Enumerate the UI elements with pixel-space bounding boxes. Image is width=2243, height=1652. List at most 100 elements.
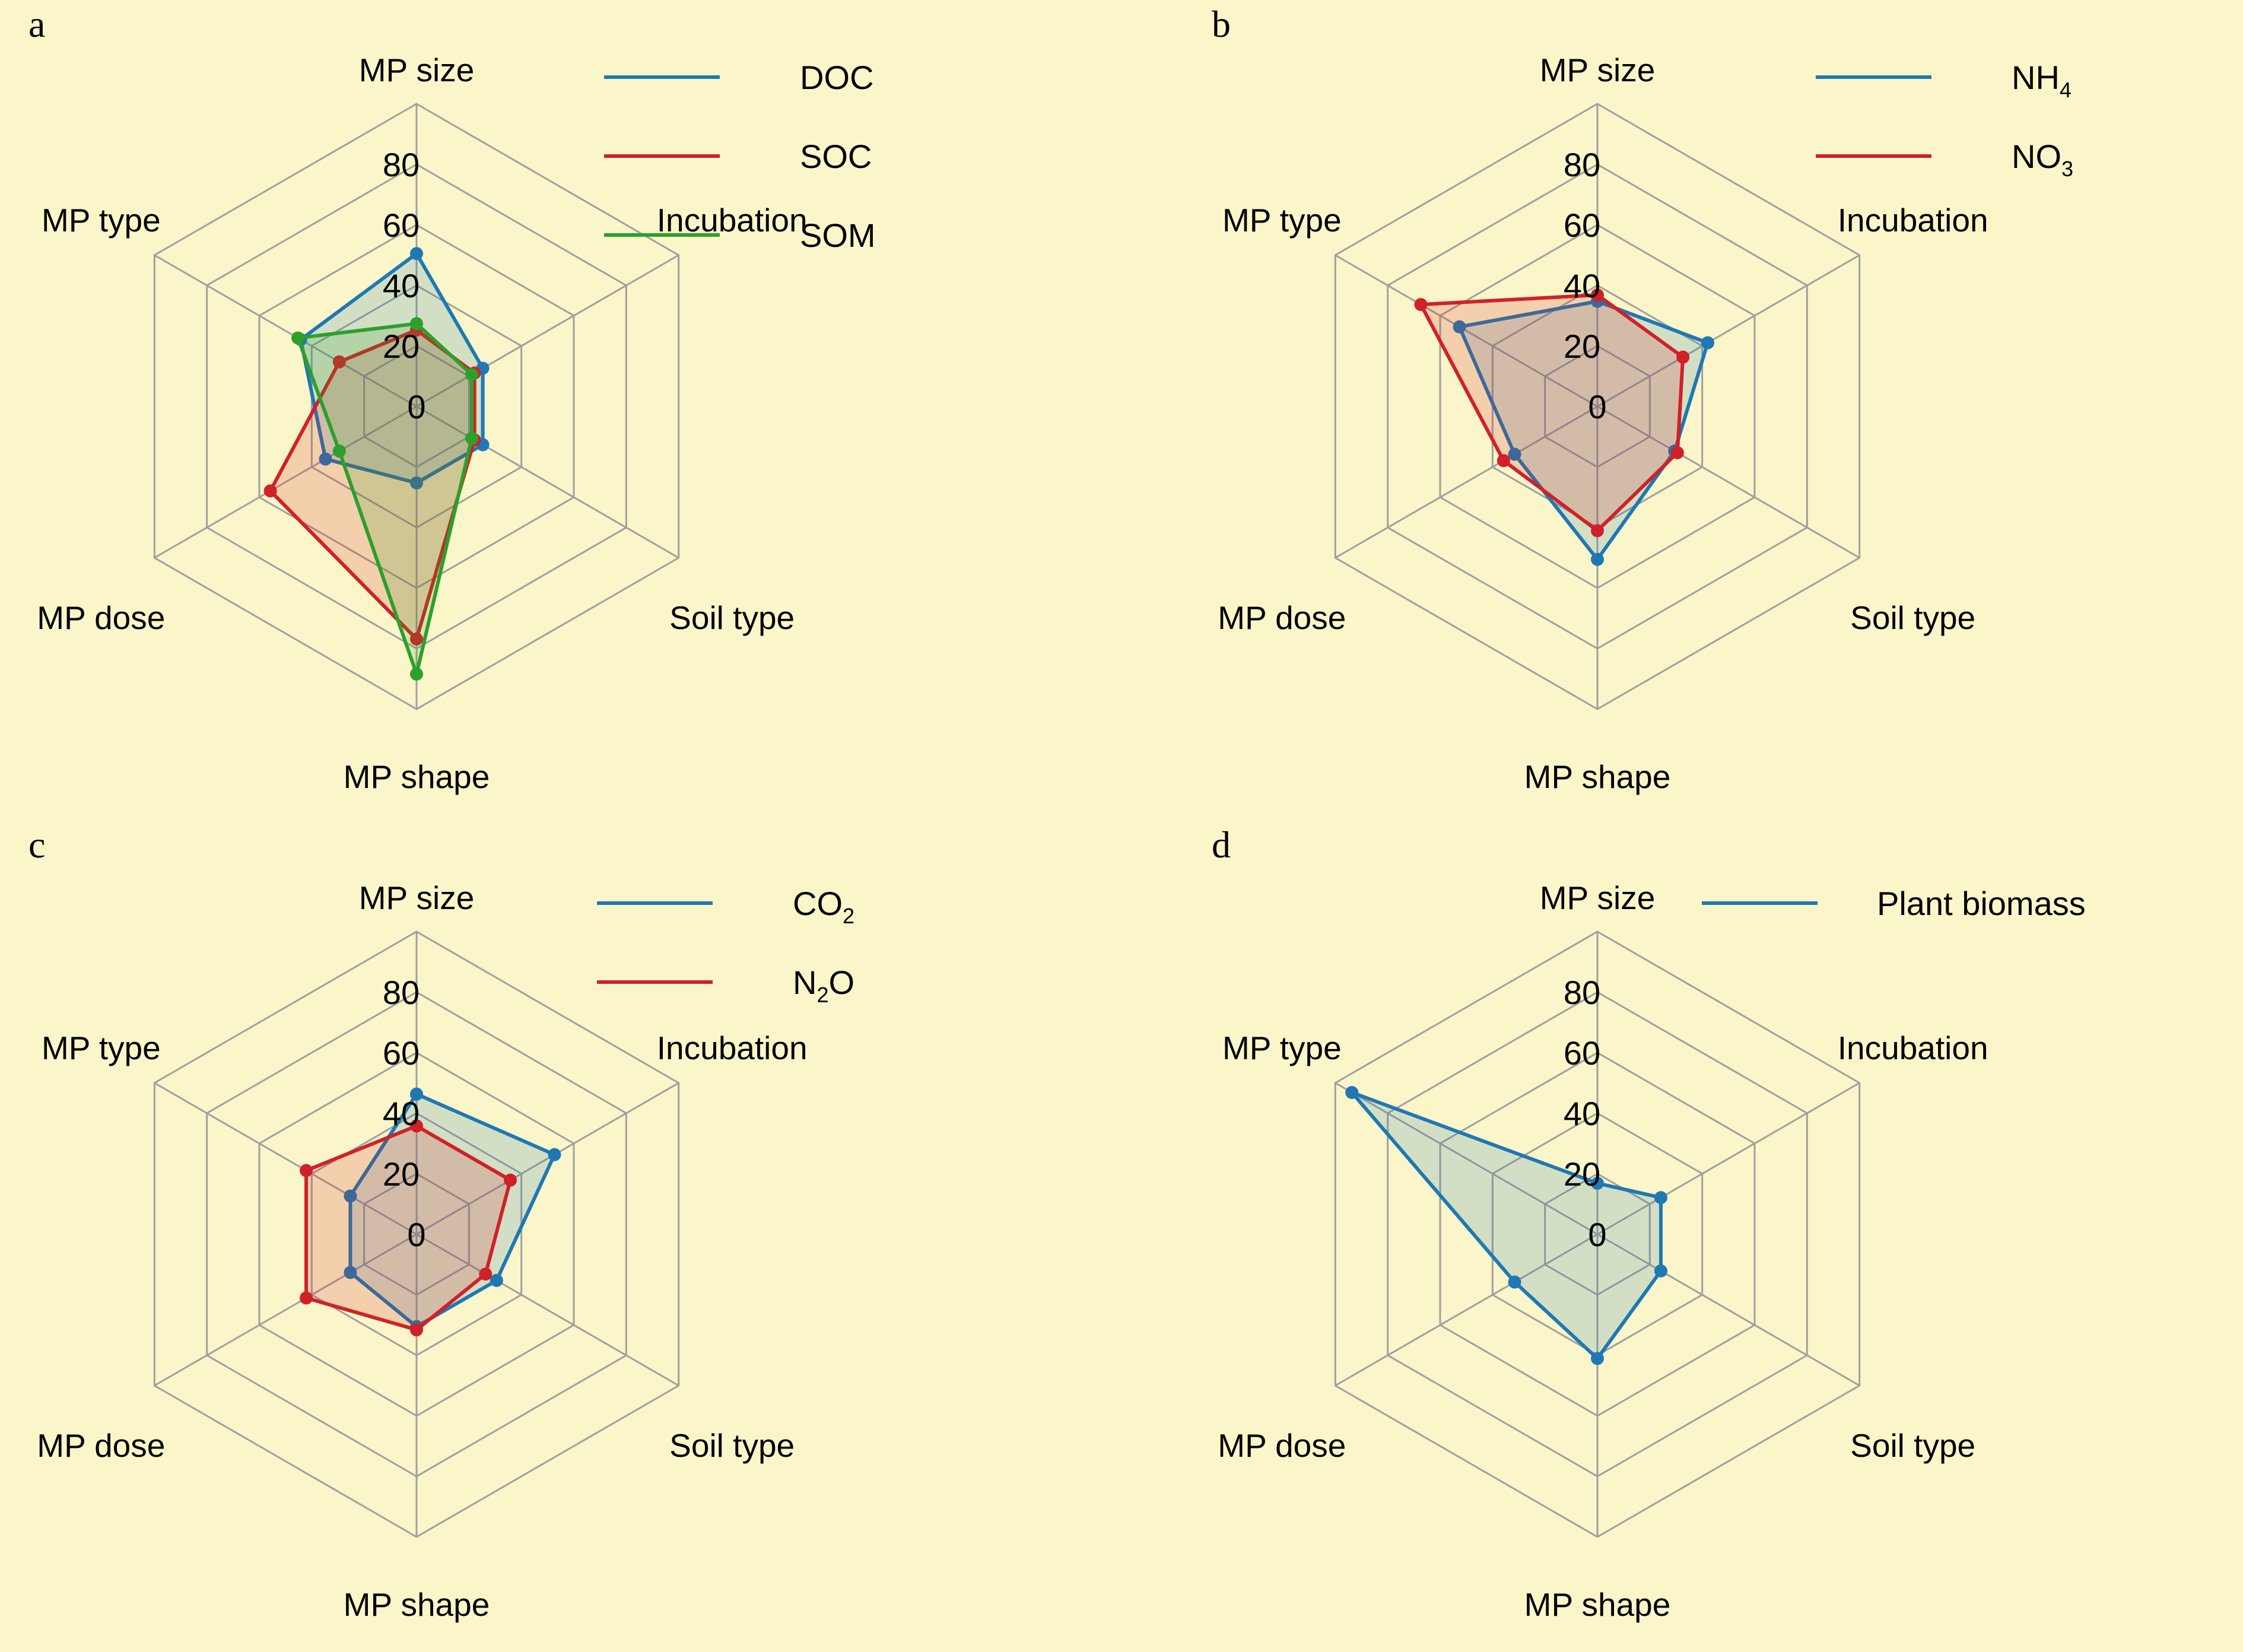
data-point [504, 1173, 517, 1187]
data-point [291, 331, 305, 345]
data-point [548, 1148, 561, 1161]
radar-panel-d: d 0 20 40 60 80 MP size Incubation Soil type MP s… [1212, 824, 2086, 1623]
axis-label-mp-size: MP size [359, 52, 475, 88]
data-point [410, 1323, 423, 1337]
legend-entry: NH4 [2012, 59, 2072, 102]
series-plant-biomass [1345, 1086, 1667, 1365]
data-point [1508, 1275, 1521, 1289]
axis-spoke [1335, 1082, 1598, 1235]
axis-label-mp-type: MP type [42, 1030, 161, 1066]
data-point [1676, 350, 1690, 364]
panel-letter: a [28, 3, 45, 45]
data-point [1591, 552, 1604, 566]
data-point [1591, 1352, 1604, 1365]
legend: Plant biomass [1702, 885, 2086, 922]
data-point [332, 444, 346, 458]
data-point [300, 1291, 313, 1305]
radial-tick-label: 20 [383, 1155, 420, 1193]
axis-spoke [154, 254, 417, 408]
panel-letter: b [1212, 3, 1231, 45]
axis-label-mp-dose: MP dose [1218, 599, 1346, 636]
panel-letter: c [28, 824, 45, 866]
axis-spoke [416, 1082, 679, 1235]
axis-label-soil-type: Soil type [669, 1427, 795, 1464]
data-point [1508, 447, 1521, 461]
axis-spoke [154, 1082, 417, 1235]
data-point [465, 431, 478, 445]
axis-spoke [1597, 1082, 1860, 1235]
legend-entry: SOC [800, 138, 872, 175]
data-point [1701, 336, 1714, 350]
axis-label-mp-type: MP type [42, 202, 161, 239]
axis-spoke [1335, 405, 1598, 559]
data-point [344, 1266, 357, 1279]
data-point [332, 355, 346, 368]
series-area [1350, 1091, 1663, 1361]
legend-entry: DOC [800, 59, 873, 96]
legend-entry: SOM [800, 217, 876, 254]
axis-label-incubation: Incubation [1838, 1030, 1988, 1066]
data-point [490, 1273, 503, 1287]
radial-tick-label: 80 [383, 146, 420, 183]
axis-spoke [416, 254, 679, 408]
data-point [410, 1087, 423, 1101]
radial-tick-label: 60 [383, 1034, 420, 1072]
radial-tick-label: 60 [1564, 1034, 1600, 1072]
legend-entry: N2O [793, 964, 854, 1007]
data-point [300, 1164, 313, 1177]
data-point [1345, 1086, 1359, 1100]
legend-entry: NO3 [2012, 138, 2073, 181]
data-point [1654, 1264, 1667, 1278]
axis-spoke [1597, 1233, 1860, 1387]
axis-label-soil-type: Soil type [1850, 599, 1975, 636]
data-point [1591, 524, 1604, 538]
legend-entry: Plant biomass [1877, 885, 2086, 922]
axis-spoke [1335, 254, 1598, 408]
data-point [465, 368, 478, 382]
axis-label-mp-shape: MP shape [1524, 758, 1671, 795]
radial-tick-label: 0 [1588, 1216, 1606, 1253]
axis-label-incubation: Incubation [1838, 202, 1988, 239]
radial-tick-label: 40 [1564, 1095, 1600, 1132]
data-point [344, 1189, 357, 1203]
axis-label-mp-type: MP type [1222, 202, 1342, 239]
axis-label-mp-type: MP type [1222, 1030, 1342, 1066]
radial-tick-label: 20 [1564, 328, 1600, 365]
radial-tick-label: 40 [1564, 267, 1600, 304]
series-no [1414, 288, 1690, 538]
data-point [1591, 288, 1604, 302]
legend-entry: CO2 [793, 885, 854, 928]
data-point [410, 317, 423, 331]
data-point [410, 476, 423, 490]
data-point [1670, 446, 1684, 459]
radial-tick-label: 40 [383, 1095, 420, 1132]
radial-tick-label: 20 [383, 328, 420, 365]
radial-tick-label: 20 [1564, 1155, 1600, 1193]
data-point [1453, 320, 1466, 333]
axis-label-mp-shape: MP shape [344, 758, 490, 795]
axis-label-mp-shape: MP shape [1524, 1586, 1671, 1623]
radial-tick-label: 0 [407, 388, 425, 425]
data-point [1591, 1177, 1604, 1190]
data-point [1497, 454, 1510, 468]
series-som [291, 317, 478, 681]
axis-spoke [416, 1233, 679, 1387]
data-point [479, 1267, 493, 1281]
radial-tick-label: 80 [1564, 974, 1600, 1011]
legend: DOC SOC SOM [604, 59, 876, 254]
data-point [1414, 298, 1428, 312]
axis-label-incubation: Incubation [657, 202, 808, 239]
axis-label-mp-size: MP size [1540, 879, 1656, 916]
axis-label-mp-dose: MP dose [37, 1427, 165, 1464]
axis-spoke [154, 1233, 417, 1387]
radial-tick-label: 40 [383, 267, 420, 304]
radial-tick-label: 80 [383, 974, 420, 1011]
axis-label-mp-size: MP size [1540, 52, 1656, 88]
data-point [410, 247, 423, 260]
radial-tick-label: 0 [407, 1216, 425, 1253]
axis-spoke [416, 405, 679, 559]
axis-label-soil-type: Soil type [669, 599, 795, 636]
axis-spoke [1335, 1233, 1598, 1387]
data-point [410, 1119, 423, 1133]
